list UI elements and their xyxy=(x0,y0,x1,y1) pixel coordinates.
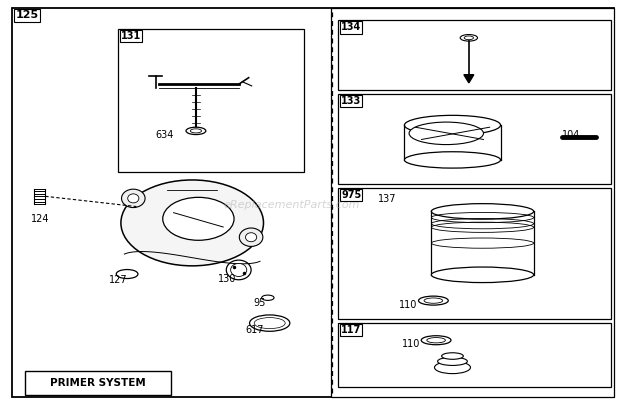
Text: 617: 617 xyxy=(246,325,264,335)
Ellipse shape xyxy=(435,362,471,374)
Bar xyxy=(338,20,611,90)
Ellipse shape xyxy=(249,315,290,331)
Ellipse shape xyxy=(438,357,467,366)
FancyBboxPatch shape xyxy=(25,371,171,395)
Ellipse shape xyxy=(122,189,145,207)
Ellipse shape xyxy=(464,36,474,40)
Ellipse shape xyxy=(231,263,247,276)
Bar xyxy=(118,29,304,172)
Ellipse shape xyxy=(427,337,445,343)
Text: 131: 131 xyxy=(121,31,141,40)
Bar xyxy=(338,323,611,387)
Ellipse shape xyxy=(404,152,500,168)
Ellipse shape xyxy=(409,122,484,145)
Bar xyxy=(338,188,611,319)
Ellipse shape xyxy=(424,298,443,303)
Polygon shape xyxy=(464,75,474,83)
Ellipse shape xyxy=(418,296,448,305)
Ellipse shape xyxy=(128,194,139,203)
Ellipse shape xyxy=(460,35,477,41)
Text: 117: 117 xyxy=(341,325,361,335)
Text: 110: 110 xyxy=(399,300,418,310)
Ellipse shape xyxy=(162,198,234,240)
Ellipse shape xyxy=(441,353,463,360)
Ellipse shape xyxy=(186,127,206,135)
Ellipse shape xyxy=(226,260,251,280)
Ellipse shape xyxy=(121,180,264,266)
Ellipse shape xyxy=(421,336,451,345)
Ellipse shape xyxy=(254,317,285,329)
Ellipse shape xyxy=(262,295,274,300)
Text: 125: 125 xyxy=(16,10,38,20)
Ellipse shape xyxy=(432,204,534,219)
Text: 137: 137 xyxy=(378,193,397,204)
Bar xyxy=(338,94,611,184)
Bar xyxy=(331,8,614,397)
Text: 127: 127 xyxy=(108,275,127,285)
Ellipse shape xyxy=(117,270,138,279)
Text: 975: 975 xyxy=(341,190,361,200)
Ellipse shape xyxy=(404,115,500,135)
Text: 104: 104 xyxy=(562,130,580,139)
Text: eReplacementParts.com: eReplacementParts.com xyxy=(223,200,360,209)
Ellipse shape xyxy=(432,267,534,283)
Ellipse shape xyxy=(246,233,257,242)
Text: 133: 133 xyxy=(341,96,361,106)
Ellipse shape xyxy=(190,129,202,133)
Ellipse shape xyxy=(239,228,263,246)
Text: 134: 134 xyxy=(341,22,361,32)
Text: 110: 110 xyxy=(402,339,420,349)
Text: 130: 130 xyxy=(218,274,237,284)
Text: 634: 634 xyxy=(156,130,174,140)
Text: 95: 95 xyxy=(253,298,265,308)
Text: PRIMER SYSTEM: PRIMER SYSTEM xyxy=(50,378,146,388)
Text: 124: 124 xyxy=(31,214,50,224)
